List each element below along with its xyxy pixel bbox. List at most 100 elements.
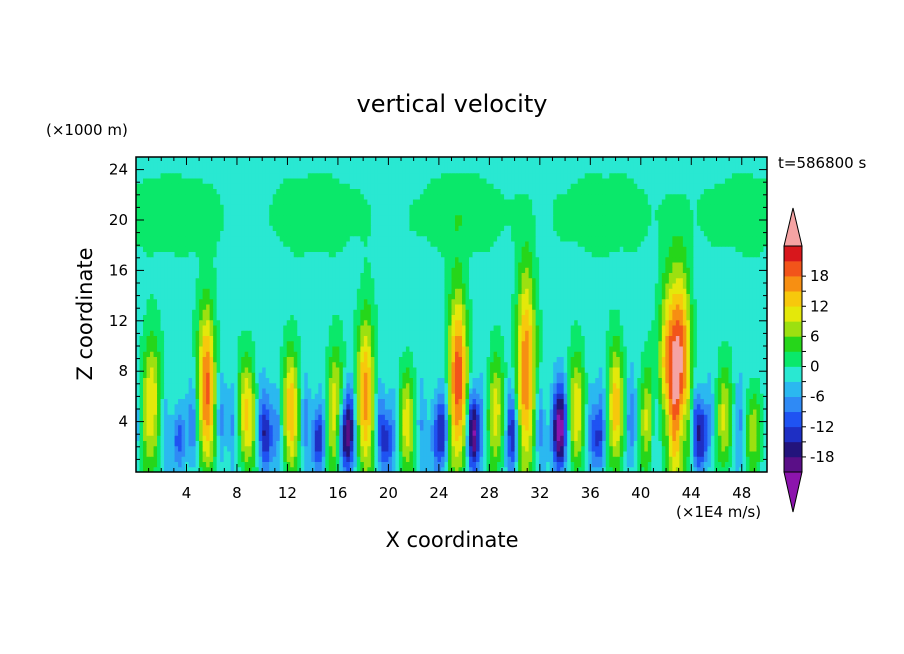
field-cell xyxy=(220,393,225,399)
field-cell xyxy=(328,361,333,368)
field-cell xyxy=(440,367,445,373)
field-cell xyxy=(433,346,438,352)
field-cell xyxy=(213,445,218,452)
field-cell xyxy=(307,361,312,368)
field-cell xyxy=(444,435,449,441)
field-cell xyxy=(675,340,680,347)
field-cell xyxy=(472,325,477,331)
field-cell xyxy=(462,372,467,378)
field-cell xyxy=(731,377,736,384)
field-cell xyxy=(451,340,456,347)
field-cell xyxy=(416,466,421,473)
field-cell xyxy=(300,393,305,399)
field-cell xyxy=(483,372,488,378)
field-cell xyxy=(185,351,190,357)
field-cell xyxy=(518,414,523,420)
field-cell xyxy=(440,356,445,363)
field-cell xyxy=(251,372,256,378)
field-cell xyxy=(258,440,263,447)
field-cell xyxy=(342,435,347,441)
field-cell xyxy=(220,419,225,426)
field-cell xyxy=(248,382,253,389)
field-cell xyxy=(574,377,579,384)
field-cell xyxy=(679,367,684,373)
field-cell xyxy=(265,403,270,410)
field-cell xyxy=(679,398,684,405)
field-cell xyxy=(462,414,467,420)
field-cell xyxy=(735,456,740,462)
field-cell xyxy=(630,456,635,462)
field-cell xyxy=(374,377,379,384)
field-cell xyxy=(591,461,596,468)
field-cell xyxy=(640,393,645,399)
field-cell xyxy=(339,325,344,331)
field-cell xyxy=(426,398,431,405)
field-cell xyxy=(633,461,638,468)
field-cell xyxy=(402,456,407,462)
field-cell xyxy=(563,325,568,331)
field-cell xyxy=(388,393,393,399)
field-cell xyxy=(188,377,193,384)
field-cell xyxy=(514,330,519,336)
field-cell xyxy=(525,445,530,452)
field-cell xyxy=(388,346,393,352)
field-cell xyxy=(384,445,389,452)
field-cell xyxy=(181,435,186,441)
field-cell xyxy=(258,461,263,468)
field-cell xyxy=(269,435,274,441)
field-cell xyxy=(440,393,445,399)
field-cell xyxy=(223,451,228,457)
field-cell xyxy=(745,388,750,394)
field-cell xyxy=(153,340,158,347)
field-cell xyxy=(455,377,460,384)
field-cell xyxy=(763,367,768,373)
field-cell xyxy=(654,451,659,457)
field-cell xyxy=(658,372,663,378)
field-cell xyxy=(293,398,298,405)
field-cell xyxy=(742,377,747,384)
field-cell xyxy=(384,356,389,363)
field-cell xyxy=(602,330,607,336)
field-cell xyxy=(752,398,757,405)
field-cell xyxy=(437,414,442,420)
field-cell xyxy=(139,419,144,426)
field-cell xyxy=(560,351,565,357)
field-cell xyxy=(297,340,302,347)
field-cell xyxy=(335,356,340,363)
field-cell xyxy=(605,440,610,447)
field-cell xyxy=(220,424,225,431)
field-cell xyxy=(437,435,442,441)
field-cell xyxy=(567,325,572,331)
field-cell xyxy=(199,382,204,389)
field-cell xyxy=(479,330,484,336)
field-cell xyxy=(616,388,621,394)
field-cell xyxy=(623,403,628,410)
field-cell xyxy=(560,451,565,457)
field-cell xyxy=(714,330,719,336)
field-cell xyxy=(665,382,670,389)
field-cell xyxy=(717,398,722,405)
field-cell xyxy=(553,377,558,384)
field-cell xyxy=(237,335,242,342)
field-cell xyxy=(356,382,361,389)
field-cell xyxy=(202,424,207,431)
field-cell xyxy=(518,346,523,352)
field-cell xyxy=(388,361,393,368)
field-cell xyxy=(241,430,246,436)
field-cell xyxy=(612,403,617,410)
field-cell xyxy=(612,335,617,342)
field-cell xyxy=(507,461,512,468)
field-cell xyxy=(202,440,207,447)
field-cell xyxy=(717,346,722,352)
field-cell xyxy=(469,372,474,378)
field-cell xyxy=(542,388,547,394)
field-cell xyxy=(164,351,169,357)
field-cell xyxy=(686,456,691,462)
field-cell xyxy=(255,356,260,363)
field-cell xyxy=(567,340,572,347)
field-cell xyxy=(220,356,225,363)
field-cell xyxy=(381,388,386,394)
field-cell xyxy=(633,377,638,384)
field-cell xyxy=(703,367,708,373)
field-cell xyxy=(455,356,460,363)
